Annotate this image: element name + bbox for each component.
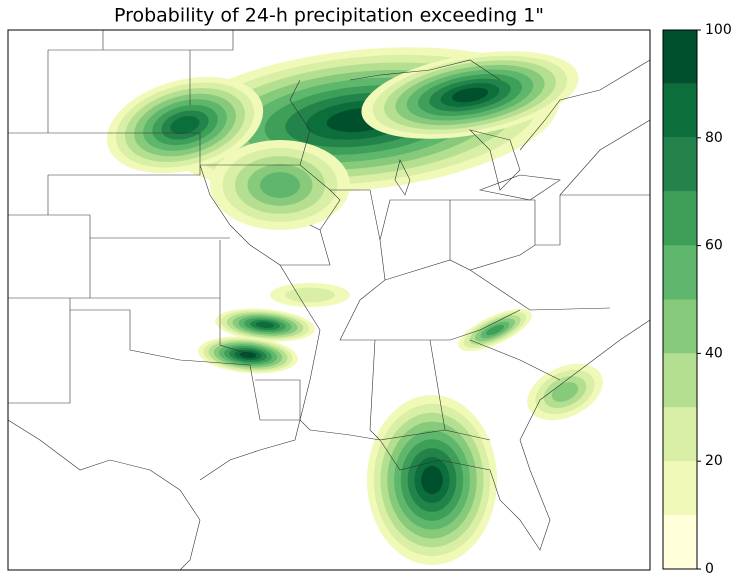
title: Probability of 24-h precipitation exceed…	[114, 5, 544, 27]
map-frame	[7, 29, 651, 571]
colorbar-tick-label: 0	[705, 561, 714, 577]
colorbar-tick-label: 100	[705, 22, 732, 38]
contour-fill	[260, 172, 300, 198]
colorbar-band	[663, 245, 697, 300]
colorbar-band	[663, 353, 697, 408]
colorbar-band	[663, 191, 697, 246]
contour-fill	[285, 287, 335, 303]
contour-fill	[486, 324, 504, 336]
colorbar-band	[663, 83, 697, 138]
colorbar-band	[663, 407, 697, 462]
contour-fill	[551, 382, 579, 402]
contour-fill	[451, 87, 489, 103]
contours	[106, 47, 603, 565]
colorbar-tick-label: 80	[705, 130, 723, 146]
borders	[8, 30, 650, 570]
contour-fill	[239, 351, 257, 359]
colorbar-tick-label: 40	[705, 345, 723, 361]
colorbar-band	[663, 137, 697, 192]
colorbar-band	[663, 461, 697, 516]
colorbar-tick-label: 60	[705, 238, 723, 254]
colorbar-band	[663, 299, 697, 354]
contour-fill	[255, 321, 275, 329]
contour-fill	[170, 116, 200, 134]
colorbar-tick-label: 20	[705, 453, 723, 469]
colorbar: 0 20 40 60 80 100	[663, 22, 732, 577]
colorbar-band	[663, 30, 697, 84]
contour-fill	[421, 465, 443, 495]
colorbar-frame	[662, 29, 698, 570]
colorbar-band	[663, 515, 697, 569]
